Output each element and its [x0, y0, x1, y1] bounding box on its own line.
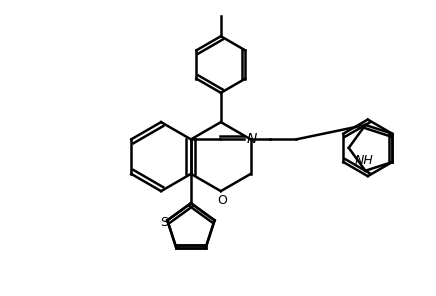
- Text: N: N: [246, 132, 256, 146]
- Text: NH: NH: [354, 154, 373, 167]
- Text: S: S: [160, 215, 169, 229]
- Text: O: O: [218, 194, 228, 207]
